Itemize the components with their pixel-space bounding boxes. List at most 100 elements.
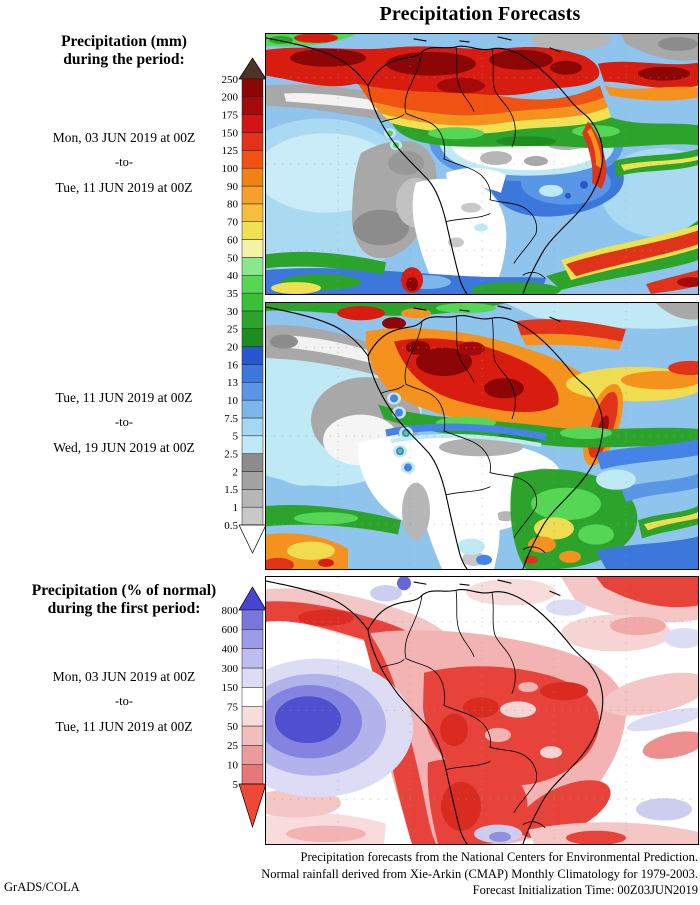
colorbar-segment (241, 399, 264, 419)
colorbar-over-arrow (238, 57, 267, 80)
colorbar-segment (241, 292, 264, 312)
colorbar-tick-label: 5 (233, 779, 239, 791)
footer-line3: Forecast Initialization Time: 00Z03JUN20… (472, 883, 698, 897)
colorbar-segment (241, 648, 264, 669)
map-panel-precip-mm-week2 (265, 302, 699, 570)
page-title: Precipitation Forecasts (379, 3, 581, 25)
footer-line2: Normal rainfall derived from Xie-Arkin (… (261, 866, 698, 881)
colorbar-tick-label: 0.5 (224, 520, 238, 532)
colorbar-segment (241, 435, 264, 454)
colorbar-segment (241, 382, 264, 401)
colorbar-percent-of-normal: 5 10 25 50 75 150 300 400 600 800 (222, 586, 267, 829)
colorbar-segment (241, 506, 264, 526)
colorbar-segment (241, 114, 264, 133)
map-panel-precip-pct-normal (265, 576, 699, 845)
colorbar-segment (241, 764, 264, 785)
colorbar-tick-label: 60 (227, 234, 239, 246)
colorbar-tick-label: 7.5 (224, 413, 238, 425)
colorbar-segment (241, 364, 264, 383)
colorbar-tick-label: 150 (222, 127, 239, 139)
colorbar-tick-label: 25 (227, 740, 239, 752)
colorbar-segment (241, 453, 264, 472)
colorbar-segment (241, 185, 264, 205)
period2-separator: -to- (114, 415, 134, 429)
grads-cola-credit: GrADS/COLA (4, 880, 80, 894)
colorbar-segment (241, 310, 264, 330)
precip-map-week1 (266, 34, 698, 294)
colorbar-tick-label: 5 (233, 431, 239, 443)
colorbar-tick-label: 250 (222, 74, 239, 86)
colorbar-tick-label: 100 (222, 163, 239, 175)
colorbar-tick-label: 125 (222, 145, 239, 157)
colorbar-segment (241, 328, 264, 347)
period3-start: Mon, 03 JUN 2019 at 00Z (52, 669, 196, 684)
colorbar-tick-label: 50 (227, 721, 239, 733)
period1-start: Mon, 03 JUN 2019 at 00Z (52, 130, 196, 145)
legend-heading-pct-line1: Precipitation (% of normal) (31, 582, 217, 599)
colorbar-segment (241, 203, 264, 222)
colorbar-segment (241, 150, 264, 169)
colorbar-tick-label: 1.5 (224, 484, 238, 496)
colorbar-tick-label: 30 (227, 306, 239, 318)
period3-separator: -to- (114, 694, 134, 708)
colorbar-tick-label: 25 (227, 324, 239, 336)
colorbar-tick-label: 13 (227, 377, 239, 389)
legend-heading-pct-line2: during the first period: (47, 600, 201, 617)
period2-dates: Tue, 11 JUN 2019 at 00Z -to- Wed, 19 JUN… (10, 385, 238, 460)
colorbar-segment (241, 725, 264, 746)
period3-dates: Mon, 03 JUN 2019 at 00Z -to- Tue, 11 JUN… (10, 664, 238, 739)
colorbar-tick-label: 400 (222, 644, 239, 656)
colorbar-tick-label: 50 (227, 252, 239, 264)
colorbar-segment (241, 96, 264, 115)
colorbar-segment (241, 745, 264, 765)
colorbar-segment (241, 687, 264, 707)
period2-end: Wed, 19 JUN 2019 at 00Z (53, 440, 195, 455)
period1-end: Tue, 11 JUN 2019 at 00Z (55, 180, 193, 195)
precip-percent-map (266, 577, 698, 844)
colorbar-segment (241, 629, 264, 649)
colorbar-tick-label: 2 (233, 466, 239, 478)
legend-heading-mm-line1: Precipitation (mm) (61, 33, 187, 50)
colorbar-segment (241, 489, 264, 508)
colorbar-tick-label: 75 (227, 702, 239, 714)
colorbar-segment (241, 132, 264, 151)
colorbar-segment (241, 78, 264, 98)
colorbar-mm: 0.5 1 1.5 2 2.5 5 7.5 10 13 16 20 25 30 35 40 50 60 70 80 9… (222, 57, 267, 554)
colorbar-tick-label: 150 (222, 682, 239, 694)
colorbar-segment (241, 221, 264, 240)
period1-dates: Mon, 03 JUN 2019 at 00Z -to- Tue, 11 JUN… (10, 125, 238, 200)
colorbar-segment (241, 257, 264, 276)
colorbar-tick-label: 35 (227, 288, 239, 300)
legend-heading-mm: Precipitation (mm) during the period: (10, 33, 238, 69)
colorbar-tick-label: 10 (227, 759, 239, 771)
colorbar-under-arrow (238, 783, 267, 829)
colorbar-tick-label: 175 (222, 110, 239, 122)
colorbar-segment (241, 274, 264, 294)
colorbar-tick-label: 300 (222, 663, 239, 675)
period3-end: Tue, 11 JUN 2019 at 00Z (55, 719, 193, 734)
colorbar-segment (241, 239, 264, 258)
colorbar-tick-label: 40 (227, 270, 239, 282)
colorbar-tick-label: 2.5 (224, 448, 238, 460)
colorbar-tick-label: 600 (222, 624, 239, 636)
colorbar-under-arrow (238, 524, 267, 554)
map-panel-precip-mm-week1 (265, 33, 699, 295)
colorbar-tick-label: 70 (227, 217, 239, 229)
colorbar-segment (241, 706, 264, 727)
colorbar-tick-label: 800 (222, 605, 239, 617)
colorbar-segment (241, 346, 264, 365)
precip-map-week2 (266, 303, 698, 569)
footer-line1: Precipitation forecasts from the Nationa… (300, 850, 698, 864)
colorbar-segment (241, 609, 264, 630)
colorbar-tick-label: 80 (227, 199, 239, 211)
colorbar-segment (241, 167, 264, 187)
colorbar-tick-label: 16 (227, 359, 239, 371)
colorbar-segment (241, 667, 264, 688)
legend-heading-pct: Precipitation (% of normal) during the f… (10, 582, 238, 618)
colorbar-over-arrow (238, 586, 267, 611)
colorbar-tick-label: 90 (227, 181, 239, 193)
period2-start: Tue, 11 JUN 2019 at 00Z (55, 390, 193, 405)
colorbar-tick-label: 10 (227, 395, 239, 407)
colorbar-tick-label: 1 (233, 502, 239, 514)
